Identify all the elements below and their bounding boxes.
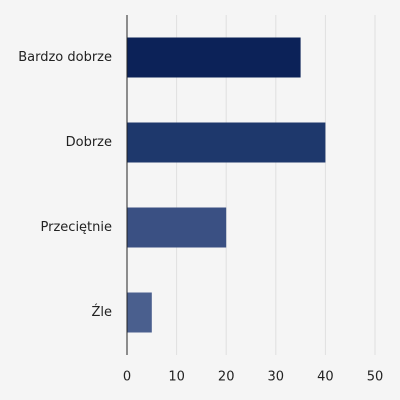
x-tick-label: 50 [367,370,384,385]
y-tick-label: Dobrze [66,135,112,150]
bar [127,37,301,78]
bar [127,207,227,248]
y-tick-label: Przeciętnie [41,220,112,235]
bar [127,122,326,163]
bar [127,292,152,333]
x-tick-label: 10 [168,370,185,385]
x-tick-label: 20 [218,370,235,385]
y-tick-label: Źle [91,304,112,320]
y-tick-label: Bardzo dobrze [18,50,112,65]
x-tick-label: 30 [268,370,285,385]
x-tick-label: 40 [317,370,334,385]
x-tick-label: 0 [123,370,131,385]
